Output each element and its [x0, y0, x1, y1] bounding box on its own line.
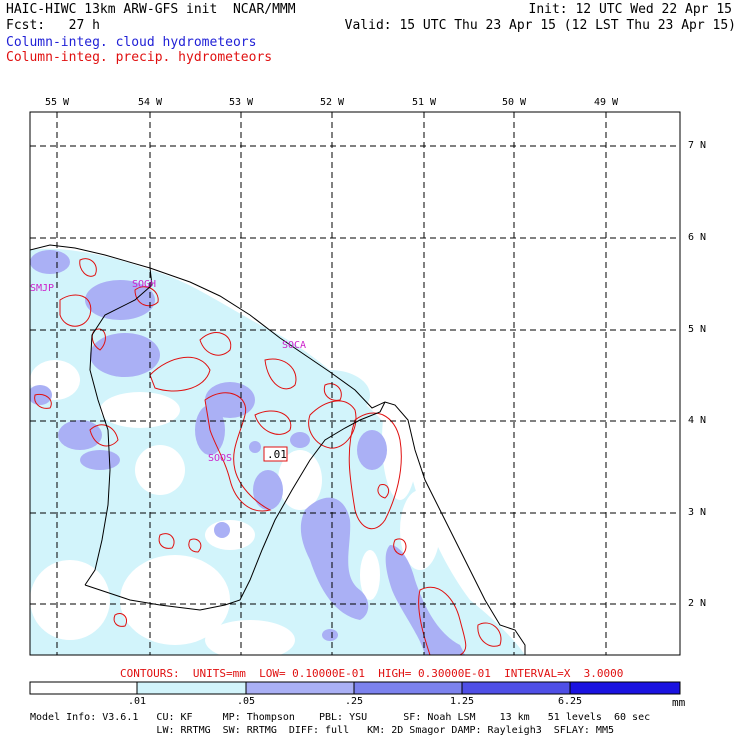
lon-label: 50 W: [501, 97, 527, 108]
lat-label: 4 N: [688, 415, 707, 426]
colorbar: [29, 681, 681, 695]
lon-label: 52 W: [319, 97, 345, 108]
lon-label: 54 W: [137, 97, 163, 108]
station-label: SOGH: [132, 279, 157, 290]
lon-label: 51 W: [411, 97, 437, 108]
init-time: Init: 12 UTC Wed 22 Apr 15: [528, 2, 733, 17]
lat-lon-grid: [30, 112, 680, 655]
lat-label: 2 N: [688, 598, 707, 609]
contour-value-label: .01: [267, 448, 287, 461]
cloud-shade-medium: [30, 250, 465, 655]
lat-label: 3 N: [688, 507, 707, 518]
model-title: HAIC-HIWC 13km ARW-GFS init NCAR/MMM: [6, 2, 296, 17]
precip-contours: [34, 258, 502, 655]
station-label: SOCA: [282, 340, 307, 351]
model-info-line2: LW: RRTMG SW: RRTMG DIFF: full KM: 2D Sm…: [30, 725, 614, 736]
colorbar-units: mm: [672, 696, 686, 709]
colorbar-tick: 6.25: [557, 696, 583, 707]
lon-label: 53 W: [228, 97, 254, 108]
colorbar-tick: 1.25: [449, 696, 475, 707]
colorbar-tick: .01: [127, 696, 147, 707]
colorbar-tick: .05: [236, 696, 256, 707]
station-label: SMJP: [30, 283, 55, 294]
contour-label-box: [263, 446, 288, 462]
field-cloud-label: Column-integ. cloud hydrometeors: [6, 35, 257, 50]
forecast-hour: Fcst: 27 h: [6, 18, 100, 33]
colorbar-tick: .25: [344, 696, 364, 707]
lon-label: 55 W: [44, 97, 70, 108]
lat-label: 7 N: [688, 140, 707, 151]
lat-label: 6 N: [688, 232, 707, 243]
field-precip-label: Column-integ. precip. hydrometeors: [6, 50, 273, 65]
map-frame: [29, 111, 681, 656]
valid-time: Valid: 15 UTC Thu 23 Apr 15 (12 LST Thu …: [344, 18, 736, 33]
model-info-line1: Model Info: V3.6.1 CU: KF MP: Thompson P…: [30, 712, 651, 723]
station-label: SOOS: [208, 453, 233, 464]
lat-label: 5 N: [688, 324, 707, 335]
contours-info: CONTOURS: UNITS=mm LOW= 0.10000E-01 HIGH…: [120, 667, 624, 680]
lon-label: 49 W: [593, 97, 619, 108]
